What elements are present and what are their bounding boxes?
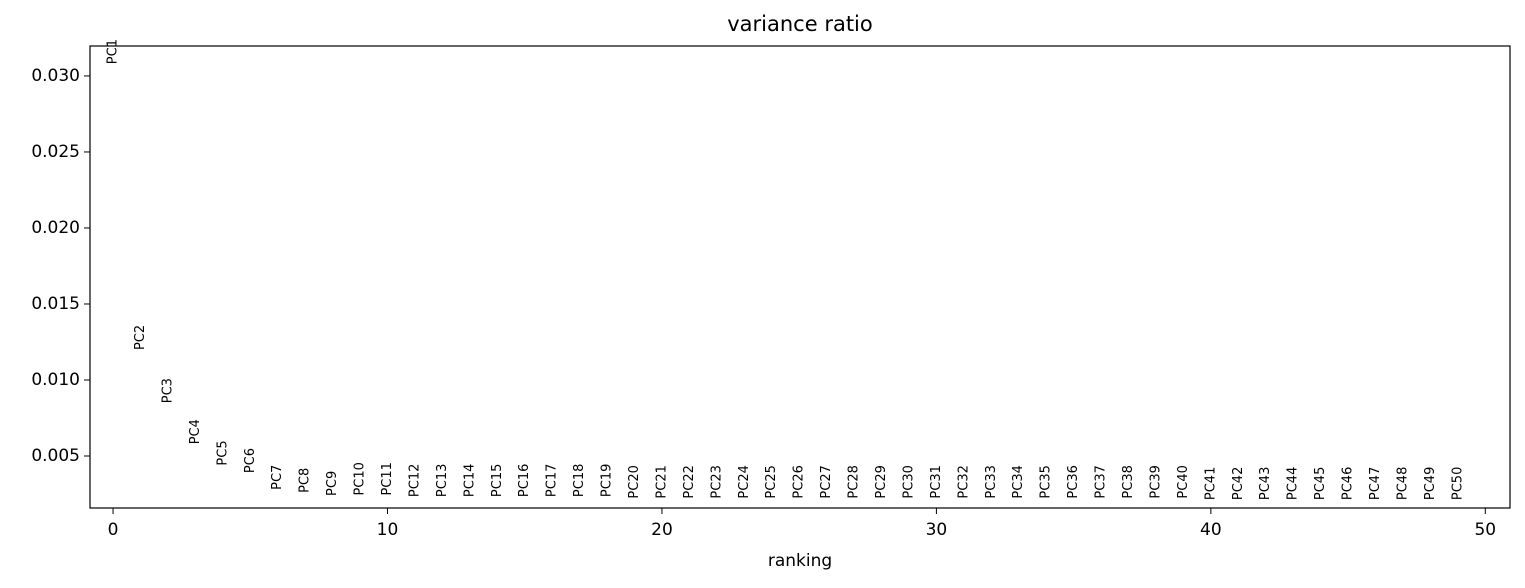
pc-label: PC41	[1203, 467, 1218, 500]
pc-label: PC35	[1039, 465, 1054, 498]
pc-label: PC20	[627, 465, 642, 498]
pc-label: PC45	[1313, 467, 1328, 500]
pc-label: PC4	[188, 419, 203, 444]
pc-label: PC38	[1121, 465, 1136, 498]
pc-label: PC50	[1450, 467, 1465, 500]
pc-label: PC11	[380, 462, 395, 495]
pc-label: PC10	[353, 462, 368, 495]
pc-label: PC42	[1231, 467, 1246, 500]
pc-label: PC17	[545, 464, 560, 497]
y-tick-label: 0.010	[31, 370, 80, 390]
pc-label: PC47	[1368, 467, 1383, 500]
pc-label: PC13	[435, 464, 450, 497]
pc-label: PC1	[106, 39, 121, 64]
y-tick-label: 0.015	[31, 294, 80, 314]
y-tick-label: 0.030	[31, 66, 80, 86]
pc-label: PC2	[133, 325, 148, 350]
x-tick-label: 0	[108, 520, 119, 540]
pc-label: PC31	[929, 465, 944, 498]
pc-label: PC40	[1176, 465, 1191, 498]
pc-label: PC21	[654, 465, 669, 498]
pc-label: PC6	[243, 448, 258, 473]
y-tick-label: 0.025	[31, 142, 80, 162]
y-tick-label: 0.005	[31, 446, 80, 466]
pc-label: PC37	[1094, 465, 1109, 498]
pc-label: PC18	[572, 464, 587, 497]
pc-label: PC49	[1423, 467, 1438, 500]
x-tick-label: 20	[651, 520, 673, 540]
pc-label: PC39	[1148, 465, 1163, 498]
pc-label: PC26	[792, 465, 807, 498]
pc-label: PC44	[1286, 467, 1301, 500]
pc-label: PC12	[407, 464, 422, 497]
pc-label: PC7	[270, 465, 285, 490]
chart-title: variance ratio	[727, 12, 873, 36]
pc-label: PC46	[1341, 467, 1356, 500]
pc-label: PC8	[298, 468, 313, 493]
x-tick-label: 10	[377, 520, 399, 540]
x-tick-label: 50	[1474, 520, 1496, 540]
pc-label: PC16	[517, 464, 532, 497]
pc-label: PC25	[764, 465, 779, 498]
pc-label: PC19	[600, 464, 615, 497]
pc-label: PC27	[819, 465, 834, 498]
pc-label: PC5	[215, 440, 230, 465]
pc-label: PC23	[709, 465, 724, 498]
pc-label: PC32	[956, 465, 971, 498]
pc-label: PC36	[1066, 465, 1081, 498]
pc-label: PC48	[1395, 467, 1410, 500]
pc-label: PC29	[874, 465, 889, 498]
pc-label: PC43	[1258, 467, 1273, 500]
pc-label: PC33	[984, 465, 999, 498]
plot-frame	[89, 45, 1511, 509]
pc-label: PC28	[847, 465, 862, 498]
pc-label: PC15	[490, 464, 505, 497]
pc-label: PC14	[462, 464, 477, 497]
pc-label: PC3	[160, 378, 175, 403]
pc-label: PC9	[325, 471, 340, 496]
x-axis-label: ranking	[768, 551, 832, 571]
pc-label: PC22	[682, 465, 697, 498]
pc-label: PC24	[737, 465, 752, 498]
pc-label: PC30	[901, 465, 916, 498]
y-tick-label: 0.020	[31, 218, 80, 238]
x-tick-label: 30	[926, 520, 948, 540]
x-tick-label: 40	[1200, 520, 1222, 540]
pc-label: PC34	[1011, 465, 1026, 498]
